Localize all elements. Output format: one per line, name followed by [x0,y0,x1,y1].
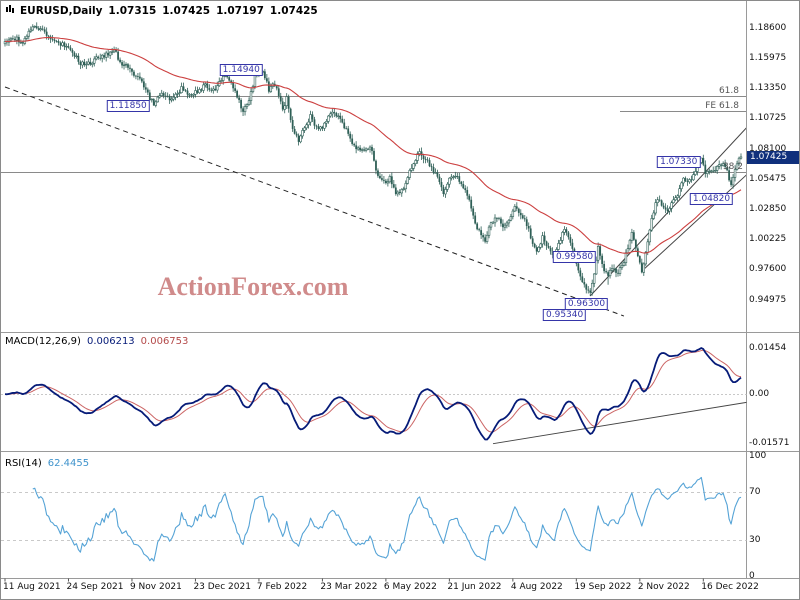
rsi-label: RSI(14) [5,458,42,469]
symbol-timeframe-label: EURUSD,Daily [20,5,103,17]
rsi-indicator-title: RSI(14) 62.4455 [5,458,89,469]
candlestick-chart-icon [6,5,14,17]
macd-signal-value: 0.006753 [140,336,189,347]
chart-title: EURUSD,Daily 1.07315 1.07425 1.07197 1.0… [6,5,318,17]
fib-extension-61-8-label: FE 61.8 [705,101,739,112]
macd-indicator-title: MACD(12,26,9) 0.006213 0.006753 [5,336,188,347]
rsi-value: 62.4455 [47,458,90,469]
fib-retracement-38-2-label: 38.2 [722,162,743,173]
ohlc-high: 1.07425 [162,5,211,17]
ohlc-open: 1.07315 [108,5,157,17]
ohlc-close: 1.07425 [269,5,318,17]
current-price-tag: 1.07425 [747,150,799,164]
macd-label: MACD(12,26,9) [5,336,81,347]
fib-retracement-61-8-label: 61.8 [718,85,739,96]
watermark: ActionForex.com [157,272,349,301]
ohlc-low: 1.07197 [216,5,264,17]
macd-main-value: 0.006213 [86,336,135,347]
